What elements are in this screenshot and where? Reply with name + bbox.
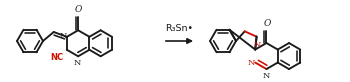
Text: O: O [263, 19, 271, 28]
Text: R₃Sn•: R₃Sn• [166, 24, 194, 33]
Text: N: N [247, 59, 255, 67]
Text: N: N [254, 41, 261, 49]
Text: N: N [74, 59, 81, 67]
Text: N: N [60, 32, 67, 40]
Text: NC: NC [50, 53, 63, 62]
Text: N: N [263, 72, 270, 80]
Text: O: O [75, 5, 82, 14]
